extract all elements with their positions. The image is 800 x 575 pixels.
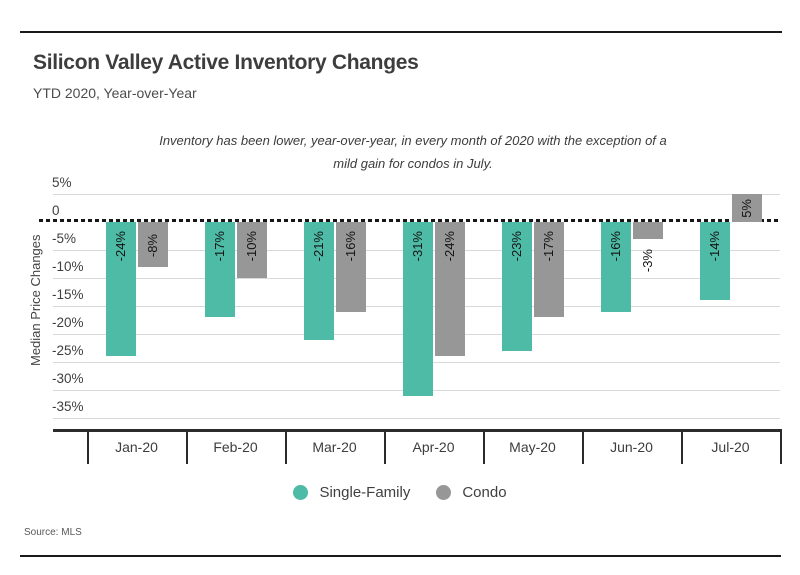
chart-note: Inventory has been lower, year-over-year… xyxy=(0,129,800,175)
y-tick-label: -15% xyxy=(52,287,84,302)
top-rule xyxy=(20,31,782,33)
bar-single-family-jul-20 xyxy=(699,222,730,301)
y-axis-title: Median Price Changes xyxy=(28,234,43,366)
x-tick-label: Mar-20 xyxy=(312,439,357,455)
legend-swatch-single-family xyxy=(293,485,309,500)
gridline xyxy=(53,418,780,419)
bar-value-label: -24% xyxy=(442,230,457,262)
y-tick-label: -10% xyxy=(52,259,84,274)
bar-condo-apr-20 xyxy=(434,222,465,357)
bar-single-family-feb-20 xyxy=(204,222,235,318)
x-tick-label: May-20 xyxy=(509,439,556,455)
legend-label: Single-Family xyxy=(319,484,411,501)
x-tick-label: Jul-20 xyxy=(711,439,750,455)
source-note: Source: MLS xyxy=(24,527,82,538)
category-separator xyxy=(186,429,188,464)
bar-value-label: 5% xyxy=(739,198,754,218)
bar-condo-jul-20 xyxy=(731,194,762,222)
category-separator xyxy=(483,429,485,464)
y-tick-label: -25% xyxy=(52,343,84,358)
bar-condo-may-20 xyxy=(533,222,564,318)
category-separator xyxy=(87,429,89,464)
category-separator xyxy=(384,429,386,464)
bar-condo-jun-20 xyxy=(632,222,663,239)
category-separator xyxy=(681,429,683,464)
legend-swatch-condo xyxy=(436,485,452,500)
x-axis-line xyxy=(53,429,781,432)
zero-baseline xyxy=(39,219,780,222)
y-tick-label: -30% xyxy=(52,371,84,386)
bar-value-label: -24% xyxy=(113,230,128,262)
gridline xyxy=(53,194,780,195)
bar-value-label: -17% xyxy=(541,230,556,262)
bar-single-family-jan-20 xyxy=(105,222,136,357)
x-tick-label: Apr-20 xyxy=(412,439,455,455)
bar-value-label: -10% xyxy=(244,230,259,262)
bar-value-label: -16% xyxy=(343,230,358,262)
category-separator xyxy=(780,429,782,464)
x-tick-label: Jun-20 xyxy=(610,439,653,455)
legend-item-single-family: Single-Family xyxy=(293,484,410,501)
y-tick-label: 0 xyxy=(52,203,60,218)
bar-condo-feb-20 xyxy=(236,222,267,278)
category-separator xyxy=(285,429,287,464)
bar-condo-mar-20 xyxy=(335,222,366,312)
bar-single-family-jun-20 xyxy=(600,222,631,312)
category-separator xyxy=(582,429,584,464)
chart-note-line2: mild gain for condos in July. xyxy=(333,156,493,171)
legend-label: Condo xyxy=(462,484,507,501)
bar-value-label: -8% xyxy=(145,234,160,258)
bar-value-label: -3% xyxy=(640,249,655,273)
x-tick-label: Jan-20 xyxy=(115,439,158,455)
page-subtitle: YTD 2020, Year-over-Year xyxy=(33,85,197,101)
chart-note-line1: Inventory has been lower, year-over-year… xyxy=(159,133,667,148)
y-tick-label: 5% xyxy=(52,175,72,190)
y-tick-label: -20% xyxy=(52,315,84,330)
bar-condo-jan-20 xyxy=(137,222,168,267)
bar-value-label: -21% xyxy=(311,230,326,262)
bar-single-family-apr-20 xyxy=(402,222,433,396)
bar-single-family-may-20 xyxy=(501,222,532,351)
bar-value-label: -14% xyxy=(707,230,722,262)
y-tick-label: -5% xyxy=(52,231,77,246)
bar-value-label: -31% xyxy=(410,230,425,262)
bar-value-label: -23% xyxy=(509,230,524,262)
y-tick-label: -35% xyxy=(52,399,84,414)
page-title: Silicon Valley Active Inventory Changes xyxy=(33,51,419,74)
legend-item-condo: Condo xyxy=(436,484,507,501)
x-tick-label: Feb-20 xyxy=(213,439,258,455)
bar-value-label: -17% xyxy=(212,230,227,262)
bar-value-label: -16% xyxy=(608,230,623,262)
bottom-rule xyxy=(20,555,781,557)
bar-single-family-mar-20 xyxy=(303,222,334,340)
legend: Single-Family Condo xyxy=(0,484,800,501)
